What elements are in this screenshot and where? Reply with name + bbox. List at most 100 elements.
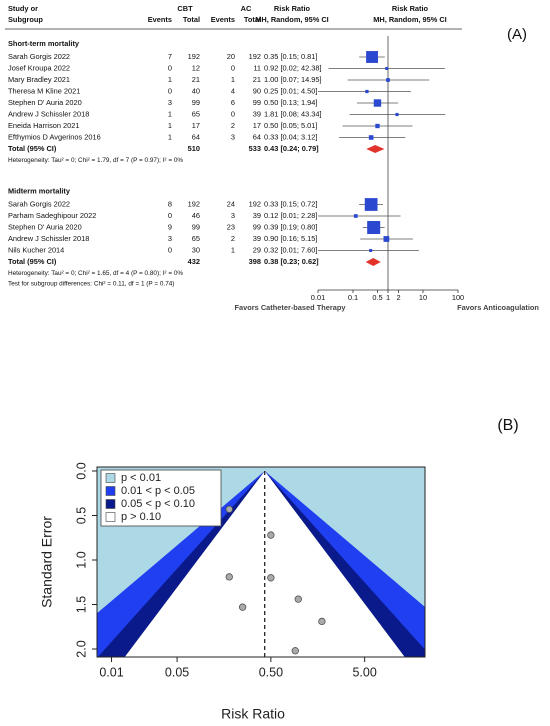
ac-total: 39 (253, 211, 261, 220)
study-name: Efthymios D Avgerinos 2016 (8, 132, 101, 141)
panel-label: (B) (497, 417, 518, 434)
study-point (225, 505, 233, 513)
cbt-total: 65 (192, 109, 200, 118)
x-tick-label: 100 (452, 293, 464, 302)
legend-label: 0.01 < p < 0.05 (121, 485, 195, 497)
risk-ratio-label: 0.33 [0.04; 3.12] (264, 132, 317, 141)
ac-total: 64 (253, 132, 261, 141)
effect-square (375, 123, 380, 129)
ac-total: 29 (253, 245, 261, 254)
pooled-diamond (365, 258, 381, 266)
risk-ratio-label: 0.33 [0.15; 0.72] (264, 199, 317, 208)
ac-total: 398 (249, 257, 261, 266)
risk-ratio-label: 0.43 [0.24; 0.79] (264, 144, 319, 153)
ac-events: 20 (227, 52, 235, 61)
risk-ratio-label: 0.90 [0.16; 5.15] (264, 234, 317, 243)
ac-events: 23 (227, 222, 235, 231)
effect-square (383, 236, 390, 242)
ac-events: 4 (231, 86, 235, 95)
study-name: Total (95% CI) (8, 257, 57, 266)
ac-events: 24 (227, 199, 235, 208)
legend-label: 0.05 < p < 0.10 (121, 498, 195, 510)
forest-plot: Study or Subgroup CBT AC Events Total Events To… (5, 4, 539, 312)
cbt-events: 1 (168, 121, 172, 130)
y-tick-label: 1.0 (74, 551, 88, 568)
legend-swatch (105, 486, 116, 496)
risk-ratio-label: 1.81 [0.08; 43.34] (264, 109, 322, 118)
cbt-total: 99 (192, 222, 200, 231)
study-name: Eneida Harrison 2021 (8, 121, 80, 130)
x-tick-label: 0.01 (311, 293, 325, 302)
x-tick-label: 10 (419, 293, 427, 302)
ac-total: 99 (253, 98, 261, 107)
risk-ratio-label: 0.12 [0.01; 2.28] (264, 211, 317, 220)
heterogeneity: Heterogeneity: Tau² = 0; Chi² = 1.79, df… (8, 157, 183, 164)
ac-total: 39 (253, 234, 261, 243)
risk-ratio-label: 0.92 [0.02; 42.38] (264, 63, 322, 72)
x-tick-label: 1 (386, 293, 390, 302)
y-tick-label: 0.5 (74, 507, 88, 524)
risk-ratio-label: 0.38 [0.23; 0.62] (264, 257, 319, 266)
study-name: Stephen D' Auria 2020 (8, 222, 82, 231)
x-tick-label: 0.05 (165, 665, 189, 679)
favors-right: Favors Anticoagulation (457, 303, 539, 312)
cbt-total: 46 (192, 211, 200, 220)
header: Study or (8, 4, 38, 13)
header: Risk Ratio (392, 4, 429, 13)
study-point (267, 531, 275, 539)
study-name: Parham Sadeghipour 2022 (8, 211, 96, 220)
header: Total (183, 15, 200, 24)
study-name: Sarah Gorgis 2022 (8, 52, 70, 61)
study-name: Andrew J Schissler 2018 (8, 234, 89, 243)
favors-left: Favors Catheter-based Therapy (235, 303, 347, 312)
study-name: Nils Kucher 2014 (8, 245, 64, 254)
cbt-events: 8 (168, 199, 172, 208)
effect-square (368, 135, 374, 140)
effect-square (365, 89, 369, 94)
subgroup-title: Midterm mortality (8, 186, 71, 195)
y-axis-title: Standard Error (39, 516, 55, 608)
study-name: Total (95% CI) (8, 144, 57, 153)
study-point (238, 603, 247, 611)
heterogeneity: Heterogeneity: Tau² = 0; Chi² = 1.65, df… (8, 270, 183, 277)
header: Total (244, 15, 261, 24)
header: Events (211, 15, 235, 24)
study-name: Andrew J Schissler 2018 (8, 109, 89, 118)
cbt-events: 3 (168, 98, 172, 107)
x-tick-label: 0.1 (348, 293, 358, 302)
y-tick-label: 1.5 (74, 596, 88, 613)
effect-square (367, 221, 381, 234)
header: CBT (177, 4, 193, 13)
study-point (291, 647, 299, 655)
legend-swatch (105, 512, 116, 522)
ac-total: 39 (253, 109, 261, 118)
cbt-total: 99 (192, 98, 200, 107)
effect-square (353, 214, 358, 218)
ac-events: 3 (231, 211, 235, 220)
cbt-total: 192 (188, 52, 200, 61)
cbt-events: 1 (168, 132, 172, 141)
risk-ratio-label: 0.35 [0.15; 0.81] (264, 52, 317, 61)
cbt-total: 40 (192, 86, 200, 95)
risk-ratio-label: 0.39 [0.19; 0.80] (264, 222, 317, 231)
study-point (294, 595, 302, 603)
header: Subgroup (8, 15, 43, 24)
ac-events: 2 (231, 121, 235, 130)
cbt-events: 7 (168, 52, 172, 61)
effect-square (364, 198, 378, 211)
legend-label: p > 0.10 (121, 511, 161, 523)
effect-square (373, 99, 382, 107)
effect-square (386, 78, 390, 82)
study-name: Stephen D' Auria 2020 (8, 98, 82, 107)
ac-total: 17 (253, 121, 261, 130)
ac-total: 192 (249, 52, 261, 61)
cbt-events: 3 (168, 234, 172, 243)
x-axis-title: Risk Ratio (221, 706, 285, 722)
ac-events: 0 (231, 109, 235, 118)
x-tick-label: 0.50 (259, 665, 283, 679)
cbt-total: 192 (188, 199, 200, 208)
study-name: Sarah Gorgis 2022 (8, 199, 70, 208)
study-name: Mary Bradley 2021 (8, 75, 70, 84)
header: Risk Ratio (274, 4, 311, 13)
